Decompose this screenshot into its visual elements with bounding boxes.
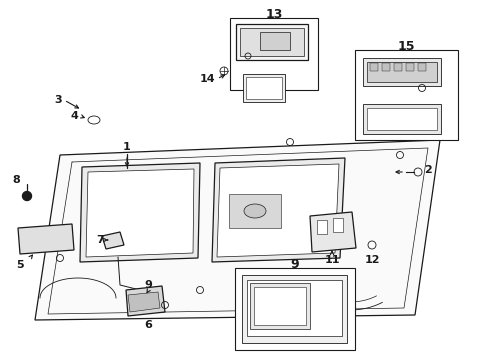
Bar [254,287,306,325]
Circle shape [23,192,31,201]
Text: 2: 2 [424,165,432,175]
Text: 11: 11 [324,255,340,265]
Polygon shape [86,169,194,257]
Polygon shape [18,224,74,254]
Polygon shape [128,292,160,312]
Bar [229,194,281,228]
Text: 13: 13 [265,8,283,21]
Polygon shape [35,140,440,320]
Ellipse shape [309,338,321,346]
Bar [394,63,402,71]
Bar [235,268,355,350]
Bar [317,220,327,234]
Text: 4: 4 [70,111,78,121]
Bar [363,58,441,86]
Text: 5: 5 [16,260,24,270]
Polygon shape [212,158,345,262]
Text: 12: 12 [364,255,380,265]
Bar [363,104,441,134]
Bar [242,275,347,343]
Text: 9: 9 [144,280,152,290]
Text: 17: 17 [363,120,378,130]
Bar [225,190,285,232]
Bar [243,74,285,102]
Polygon shape [80,163,200,262]
Polygon shape [126,286,165,316]
Bar [355,50,458,140]
Text: 16: 16 [438,91,454,101]
Bar [250,283,310,329]
Bar [367,108,437,130]
Ellipse shape [244,204,266,218]
Bar [247,280,342,336]
Text: 8: 8 [12,175,20,185]
Bar [406,63,414,71]
Bar [260,32,290,50]
Bar [367,62,437,82]
Bar [370,63,378,71]
Bar [382,63,390,71]
Polygon shape [102,232,124,249]
Text: 14: 14 [199,74,215,84]
Polygon shape [240,28,304,56]
Bar [333,218,343,232]
Polygon shape [236,24,308,60]
Bar [246,77,282,99]
Text: 15: 15 [398,40,415,53]
Polygon shape [217,164,339,257]
Text: 6: 6 [144,320,152,330]
Text: 7: 7 [96,235,104,245]
Bar [230,18,318,90]
Bar [418,63,426,71]
Text: 9: 9 [291,257,299,270]
Ellipse shape [88,116,100,124]
Polygon shape [310,212,356,252]
Text: 10: 10 [320,307,335,317]
Text: 1: 1 [123,142,131,152]
Text: 3: 3 [54,95,62,105]
